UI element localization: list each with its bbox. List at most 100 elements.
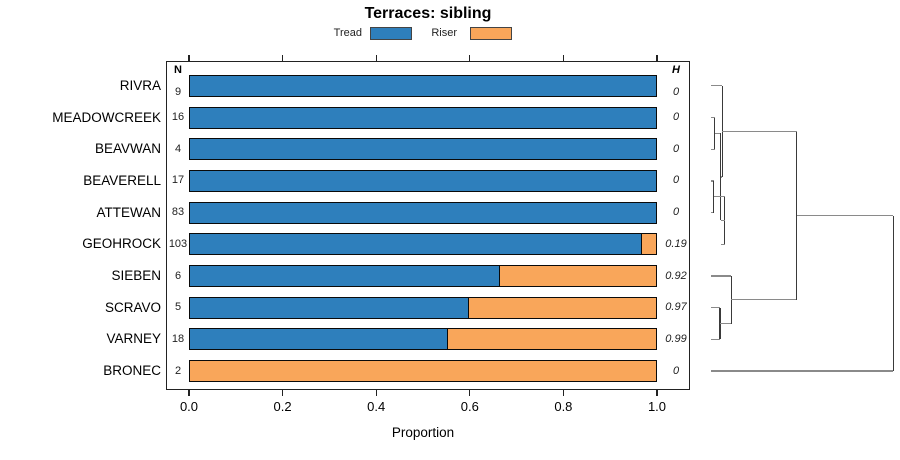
x-tick-label: 0.0 [179, 399, 199, 414]
x-tick-bottom [188, 390, 190, 396]
dendrogram-segment-horizontal [720, 219, 725, 222]
x-tick-label: 1.0 [647, 399, 667, 414]
bar-segment-tread [189, 106, 657, 129]
dendrogram-segment-horizontal [722, 130, 797, 133]
dendrogram-segment-horizontal [720, 322, 732, 325]
dendrogram-segment-vertical [892, 215, 894, 372]
x-tick-bottom [656, 390, 658, 396]
plot-box [166, 61, 690, 390]
dendrogram-segment-horizontal [711, 211, 714, 214]
bar-row [189, 201, 657, 224]
bar-segment-tread [189, 233, 643, 256]
bar-row [189, 138, 657, 161]
dendrogram-segment-horizontal [711, 148, 715, 150]
legend-label-riser: Riser [431, 27, 457, 39]
category-label: SCRAVO [104, 299, 161, 315]
category-label: MEADOWCREEK [52, 109, 161, 125]
x-axis-label: Proportion [391, 425, 455, 440]
bar-segment-riser [189, 360, 657, 383]
dendrogram-segment-vertical [713, 117, 716, 150]
h-value: 0 [672, 174, 680, 187]
dendrogram-segment-horizontal [713, 196, 725, 198]
x-tick-label: 0.8 [554, 399, 573, 414]
dendrogram-segment-vertical [730, 276, 732, 324]
bar-row [189, 296, 657, 319]
bar-segment-tread [189, 169, 657, 192]
x-tick-bottom [281, 390, 284, 396]
n-value: 9 [174, 86, 182, 99]
h-value: 0 [672, 111, 680, 123]
legend-label-tread: Tread [333, 27, 362, 39]
bar-segment-tread [189, 265, 501, 287]
x-tick-label: 0.2 [273, 399, 292, 414]
n-value: 18 [171, 332, 185, 345]
n-value: 4 [174, 142, 182, 155]
bar-segment-riser [468, 296, 657, 319]
bar-row [189, 106, 657, 129]
x-tick-top [281, 55, 284, 61]
x-tick-label: 0.4 [367, 399, 386, 414]
bar-segment-riser [641, 233, 657, 256]
n-value: 16 [171, 111, 185, 123]
h-value: 0.97 [665, 301, 687, 314]
h-value: 0.92 [665, 269, 687, 282]
h-column-header: H [672, 64, 680, 76]
bar-row [189, 328, 657, 351]
dendrogram-segment-horizontal [720, 176, 723, 178]
n-value: 83 [171, 206, 185, 219]
dendrogram-segment-horizontal [711, 85, 723, 87]
bar-segment-tread [189, 201, 657, 224]
chart-title: Terraces: sibling [364, 5, 492, 22]
n-value: 6 [174, 269, 182, 282]
bar-segment-tread [189, 328, 449, 351]
bar-row [189, 233, 657, 256]
dendrogram-segment-vertical [719, 307, 721, 340]
bar-segment-riser [499, 265, 657, 287]
n-value: 5 [174, 301, 182, 314]
dendrogram-segment-horizontal [711, 180, 714, 182]
bar-row [189, 265, 657, 287]
x-tick-top [469, 55, 471, 61]
legend-swatch-riser [470, 27, 512, 40]
bar-row [189, 74, 657, 97]
category-label: SIEBEN [111, 268, 161, 283]
dendrogram-segment-vertical [721, 85, 723, 177]
dendrogram-segment-horizontal [711, 338, 720, 341]
n-value: 2 [174, 364, 182, 377]
x-tick-top [562, 55, 565, 61]
bar-segment-tread [189, 138, 657, 161]
category-label: GEOHROCK [82, 236, 161, 252]
x-tick-bottom [469, 390, 471, 396]
dendrogram-segment-horizontal [714, 132, 721, 134]
n-value: 103 [168, 237, 188, 250]
bar-segment-tread [189, 74, 657, 97]
h-value: 0 [672, 86, 680, 99]
x-tick-top [375, 55, 377, 61]
dendrogram-segment-horizontal [711, 275, 732, 277]
bar-row [189, 360, 657, 383]
x-tick-top [188, 55, 190, 61]
category-label: RIVRA [119, 77, 161, 93]
bar-segment-riser [447, 328, 657, 351]
bar-row [189, 169, 657, 192]
category-label: BEAVWAN [94, 141, 161, 157]
dendrogram-segment-horizontal [720, 243, 725, 245]
bar-segment-tread [189, 296, 470, 319]
n-column-header: N [174, 64, 182, 76]
dendrogram-segment-vertical [712, 180, 715, 213]
x-tick-bottom [375, 390, 377, 396]
dendrogram-segment-horizontal [796, 214, 894, 217]
h-value: 0 [672, 206, 680, 219]
category-label: ATTEWAN [96, 204, 162, 220]
n-value: 17 [171, 174, 185, 187]
h-value: 0 [672, 142, 680, 155]
h-value: 0 [672, 364, 680, 377]
category-label: BRONEC [103, 363, 161, 379]
dendrogram-segment-horizontal [711, 307, 720, 309]
category-label: VARNEY [106, 331, 161, 347]
x-tick-top [656, 55, 658, 61]
category-label: BEAVERELL [83, 172, 161, 188]
dendrogram-segment-horizontal [731, 299, 797, 301]
h-value: 0.19 [665, 237, 687, 250]
